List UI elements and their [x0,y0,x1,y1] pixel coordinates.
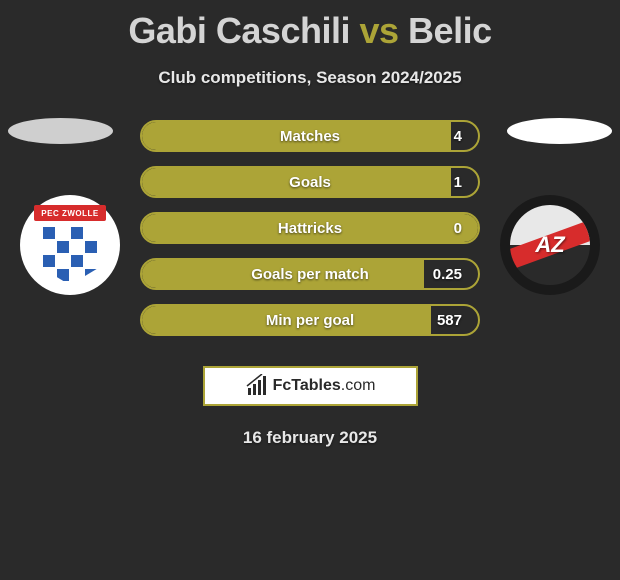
player1-ellipse [8,118,113,144]
stat-row: Hattricks0 [140,212,480,244]
comparison-content: PEC ZWOLLE AZ Matches4 Goals1 Hattricks0 Go… [0,120,620,448]
player1-name: Gabi Caschili [128,10,350,51]
stat-row: Goals per match0.25 [140,258,480,290]
az-text: AZ [535,232,564,258]
comparison-title: Gabi Caschili vs Belic [0,0,620,52]
pec-banner: PEC ZWOLLE [34,205,106,221]
stat-value: 587 [437,312,462,329]
stat-label: Min per goal [142,312,478,329]
team-left-badge: PEC ZWOLLE [20,195,120,295]
stat-value: 4 [454,128,462,145]
brand-text: FcTables.com [273,377,376,395]
pec-shield-icon [39,223,101,285]
date-text: 16 february 2025 [0,428,620,448]
brand-box[interactable]: FcTables.com [203,366,418,406]
az-logo: AZ [510,205,590,285]
stat-value: 1 [454,174,462,191]
brand-bold: FcTables [273,377,341,394]
stat-rows: Matches4Goals1Hattricks0Goals per match0… [140,120,480,336]
stat-label: Hattricks [142,220,478,237]
pec-zwolle-logo: PEC ZWOLLE [20,195,120,295]
player2-ellipse [507,118,612,144]
stat-row: Goals1 [140,166,480,198]
stat-row: Min per goal587 [140,304,480,336]
stat-row: Matches4 [140,120,480,152]
season-subtitle: Club competitions, Season 2024/2025 [0,68,620,88]
player2-name: Belic [408,10,492,51]
team-right-badge: AZ [500,195,600,295]
vs-text: vs [359,10,398,51]
stat-value: 0.25 [433,266,462,283]
stat-label: Goals per match [142,266,478,283]
stat-value: 0 [454,220,462,237]
stat-label: Matches [142,128,478,145]
stat-label: Goals [142,174,478,191]
chart-icon [245,374,269,398]
brand-light: .com [341,377,376,394]
